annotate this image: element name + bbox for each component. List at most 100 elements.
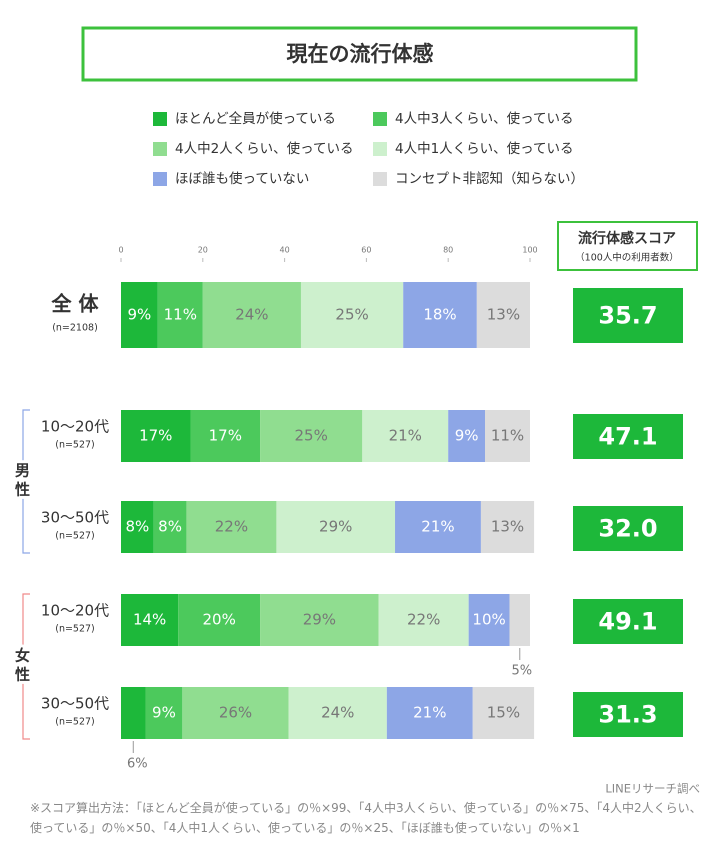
group-bracket xyxy=(22,409,30,554)
legend-label: 4人中1人くらい、使っている xyxy=(395,140,574,157)
value-label: 26% xyxy=(219,704,252,722)
value-label: 14% xyxy=(133,611,166,629)
value-label: 10% xyxy=(472,611,505,629)
value-label: 29% xyxy=(319,518,352,536)
category-label: 30〜50代 xyxy=(41,509,109,527)
source: LINEリサーチ調べ xyxy=(605,782,700,796)
score-box xyxy=(573,414,683,459)
score-header-box xyxy=(557,221,698,271)
value-label: 11% xyxy=(164,306,197,324)
legend-swatch xyxy=(153,142,167,156)
score-label: 49.1 xyxy=(598,608,657,636)
value-label: 6% xyxy=(127,757,148,772)
value-label: 22% xyxy=(215,518,248,536)
bar-segment xyxy=(178,594,261,646)
bar-segment xyxy=(145,687,183,739)
score-label: 47.1 xyxy=(598,423,657,451)
score-box xyxy=(573,692,683,737)
bar-segment xyxy=(121,594,179,646)
value-label: 24% xyxy=(235,306,268,324)
value-label: 8% xyxy=(158,518,182,536)
value-label: 15% xyxy=(487,704,520,722)
score-label: 35.7 xyxy=(598,302,657,330)
x-tick-label: 20 xyxy=(198,246,208,255)
x-tick-label: 0 xyxy=(118,246,123,255)
score-box xyxy=(573,288,683,343)
value-label: 17% xyxy=(139,427,172,445)
x-tick-label: 100 xyxy=(522,246,537,255)
chart-title: 現在の流行体感 xyxy=(287,42,434,66)
category-note: (n=527) xyxy=(55,717,95,728)
bar-segment xyxy=(190,410,261,462)
score-box xyxy=(573,506,683,551)
bar-segment xyxy=(509,594,530,646)
bar-segment xyxy=(121,410,191,462)
category-note: (n=527) xyxy=(55,624,95,635)
value-label: 13% xyxy=(491,518,524,536)
score-title: 流行体感スコア xyxy=(578,230,676,247)
legend-label: 4人中3人くらい、使っている xyxy=(395,110,574,127)
category-label: 全 体 xyxy=(51,292,100,316)
value-label: 8% xyxy=(125,518,149,536)
value-label: 5% xyxy=(511,664,532,679)
score-label: 32.0 xyxy=(598,515,657,543)
bar-segment xyxy=(476,282,530,348)
bar-segment xyxy=(121,501,154,553)
value-label: 21% xyxy=(389,427,422,445)
bar-segment xyxy=(157,282,203,348)
bar-segment xyxy=(202,282,301,348)
value-label: 25% xyxy=(295,427,328,445)
score-label: 31.3 xyxy=(598,701,657,729)
legend-swatch xyxy=(153,172,167,186)
bar-segment xyxy=(395,501,481,553)
value-label: 13% xyxy=(487,306,520,324)
legend-label: ほとんど全員が使っている xyxy=(175,110,336,127)
bar-segment xyxy=(362,410,449,462)
x-tick-label: 40 xyxy=(280,246,290,255)
value-label: 21% xyxy=(421,518,454,536)
value-label: 20% xyxy=(202,611,235,629)
legend-swatch xyxy=(373,142,387,156)
group-label: 男性 xyxy=(13,463,31,501)
legend-label: 4人中2人くらい、使っている xyxy=(175,140,354,157)
category-note: (n=2108) xyxy=(52,323,98,334)
value-label: 25% xyxy=(335,306,368,324)
bar-segment xyxy=(153,501,187,553)
value-label: 9% xyxy=(455,427,479,445)
legend-label: コンセプト非認知（知らない） xyxy=(395,170,584,187)
category-label: 10〜20代 xyxy=(41,418,109,436)
value-label: 18% xyxy=(423,306,456,324)
bar-segment xyxy=(448,410,486,462)
category-note: (n=527) xyxy=(55,440,95,451)
value-label: 22% xyxy=(407,611,440,629)
value-label: 24% xyxy=(321,704,354,722)
category-label: 30〜50代 xyxy=(41,695,109,713)
group-label: 女性 xyxy=(13,647,31,686)
category-note: (n=527) xyxy=(55,531,95,542)
bar-segment xyxy=(472,687,535,739)
value-label: 9% xyxy=(152,704,176,722)
value-label: 11% xyxy=(491,427,524,445)
bar-segment xyxy=(186,501,277,553)
score-box xyxy=(573,599,683,644)
bar-segment xyxy=(276,501,396,553)
value-label: 17% xyxy=(209,427,242,445)
bar-segment xyxy=(300,282,404,348)
score-subtitle: （100人中の利用者数） xyxy=(575,252,679,264)
bar-segment xyxy=(485,410,530,462)
legend-swatch xyxy=(373,172,387,186)
x-tick-label: 60 xyxy=(361,246,371,255)
value-label: 9% xyxy=(128,306,152,324)
legend-swatch xyxy=(373,112,387,126)
bar-segment xyxy=(403,282,477,348)
value-label: 21% xyxy=(413,704,446,722)
note: ※スコア算出方法：「ほとんど全員が使っている」の％×99、「4人中3人くらい、使… xyxy=(30,801,702,835)
legend-label: ほぼ誰も使っていない xyxy=(175,170,309,187)
x-tick-label: 80 xyxy=(443,246,453,255)
bar-segment xyxy=(121,282,158,348)
bar-segment xyxy=(182,687,289,739)
bar-segment xyxy=(260,410,363,462)
title-box xyxy=(81,26,638,82)
